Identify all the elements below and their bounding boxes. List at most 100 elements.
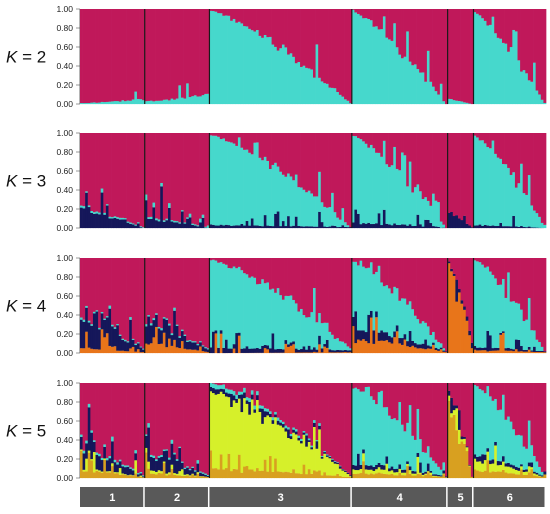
admixture-segment-navy (258, 348, 262, 353)
admixture-segment-gold (186, 475, 190, 479)
admixture-segment-cyan (155, 313, 159, 315)
admixture-segment-magenta (219, 133, 223, 140)
admixture-segment-magenta (178, 133, 182, 223)
admixture-segment-yellow (284, 431, 288, 472)
admixture-segment-cyan (196, 460, 200, 464)
admixture-segment-magenta (126, 383, 130, 466)
admixture-segment-gold (393, 475, 397, 479)
admixture-segment-cyan (183, 98, 187, 105)
admixture-segment-gold (173, 474, 177, 479)
admixture-segment-magenta (261, 258, 265, 280)
admixture-segment-cyan (426, 446, 430, 464)
admixture-segment-yellow (126, 475, 130, 476)
admixture-segment-gold (103, 459, 107, 479)
admixture-segment-magenta (473, 133, 477, 136)
admixture-segment-cyan (193, 470, 197, 472)
admixture-segment-cyan (237, 266, 241, 333)
admixture-segment-orange (507, 350, 511, 354)
admixture-segment-magenta (313, 133, 316, 197)
admixture-segment-navy (160, 330, 164, 344)
admixture-segment-cyan (450, 98, 454, 105)
admixture-segment-magenta (212, 133, 215, 136)
admixture-segment-magenta (85, 133, 89, 192)
admixture-segment-navy (517, 467, 521, 471)
admixture-segment-navy (465, 223, 469, 229)
admixture-segment-magenta (393, 133, 397, 147)
admixture-segment-magenta (168, 258, 171, 324)
admixture-segment-yellow (162, 461, 166, 464)
admixture-segment-cyan (364, 143, 368, 224)
admixture-segment-magenta (486, 383, 490, 387)
admixture-segment-cyan (136, 473, 140, 475)
admixture-segment-navy (111, 441, 115, 464)
admixture-segment-navy (300, 226, 303, 229)
admixture-segment-magenta (193, 133, 197, 225)
admixture-segment-cyan (186, 466, 190, 468)
admixture-segment-navy (445, 351, 448, 353)
admixture-segment-cyan (388, 288, 392, 337)
admixture-segment-cyan (95, 452, 99, 455)
admixture-segment-cyan (351, 135, 355, 223)
admixture-segment-navy (217, 225, 221, 229)
admixture-segment-cyan (364, 268, 368, 333)
admixture-segment-magenta (375, 258, 379, 272)
admixture-segment-yellow (248, 414, 252, 470)
admixture-segment-cyan (294, 63, 298, 105)
admixture-segment-cyan (331, 458, 335, 460)
admixture-segment-magenta (424, 9, 428, 82)
admixture-segment-cyan (486, 25, 490, 105)
admixture-segment-cyan (121, 100, 125, 105)
admixture-segment-cyan (364, 17, 368, 105)
admixture-segment-magenta (426, 133, 430, 201)
admixture-segment-cyan (186, 217, 190, 219)
admixture-segment-navy (406, 225, 410, 229)
admixture-segment-yellow (121, 473, 125, 475)
admixture-segment-magenta (470, 258, 474, 343)
admixture-segment-orange (188, 349, 192, 354)
admixture-segment-orange (142, 351, 146, 354)
admixture-segment-navy (297, 349, 301, 353)
admixture-segment-navy (134, 344, 138, 352)
admixture-segment-navy (489, 335, 492, 351)
admixture-segment-navy (483, 454, 487, 461)
admixture-segment-gold (232, 468, 236, 479)
admixture-segment-cyan (199, 471, 203, 473)
admixture-segment-magenta (170, 258, 174, 334)
admixture-segment-magenta (310, 258, 314, 313)
admixture-segment-cyan (206, 474, 210, 477)
admixture-segment-cyan (152, 202, 156, 208)
admixture-segment-magenta (165, 133, 169, 219)
admixture-segment-navy (362, 330, 366, 340)
admixture-segment-orange (333, 352, 337, 354)
admixture-segment-magenta (279, 258, 283, 296)
admixture-segment-cyan (243, 273, 247, 349)
admixture-segment-gold (87, 452, 91, 479)
admixture-segment-magenta (155, 133, 159, 219)
population-cell (351, 487, 447, 507)
admixture-segment-yellow (315, 448, 319, 472)
admixture-segment-magenta (507, 383, 511, 417)
admixture-segment-cyan (268, 36, 272, 105)
admixture-segment-magenta (227, 133, 231, 142)
admixture-segment-cyan (90, 210, 94, 213)
admixture-segment-gold (320, 475, 324, 479)
admixture-segment-cyan (253, 31, 257, 105)
admixture-segment-cyan (103, 444, 107, 447)
admixture-segment-gold (501, 469, 505, 479)
admixture-segment-orange (300, 352, 303, 354)
admixture-segment-orange (393, 337, 397, 354)
admixture-segment-orange (178, 347, 182, 354)
admixture-segment-orange (328, 352, 332, 354)
admixture-segment-navy (136, 223, 140, 229)
admixture-segment-cyan (271, 164, 275, 227)
admixture-segment-magenta (95, 133, 99, 212)
admixture-segment-cyan (323, 450, 327, 453)
admixture-segment-cyan (170, 333, 174, 336)
admixture-segment-yellow (463, 438, 467, 444)
admixture-segment-yellow (540, 476, 544, 477)
admixture-segment-magenta (294, 133, 298, 175)
admixture-segment-yellow (243, 398, 247, 467)
admixture-segment-magenta (173, 258, 177, 308)
admixture-segment-cyan (139, 346, 143, 348)
admixture-segment-navy (191, 342, 195, 350)
